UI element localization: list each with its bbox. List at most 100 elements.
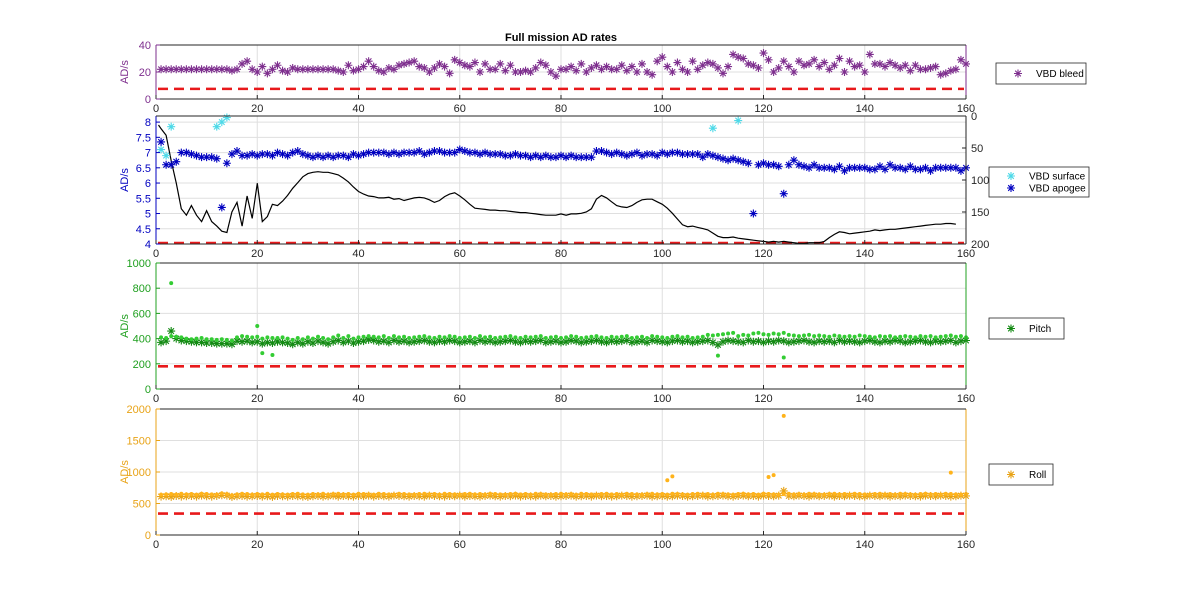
data-point xyxy=(157,338,166,347)
data-point xyxy=(796,334,801,339)
data-point xyxy=(157,145,166,154)
data-point xyxy=(840,166,849,175)
data-point xyxy=(384,338,393,347)
data-point xyxy=(668,492,677,501)
data-point xyxy=(255,324,260,328)
data-point xyxy=(425,148,434,157)
data-point xyxy=(655,334,660,339)
data-point xyxy=(192,65,201,74)
data-point xyxy=(303,337,312,346)
data-point xyxy=(751,331,756,336)
data-point xyxy=(270,492,275,497)
data-point xyxy=(948,492,953,497)
data-point xyxy=(407,492,412,497)
data-point xyxy=(341,492,346,497)
data-point xyxy=(715,332,720,337)
data-point xyxy=(204,492,209,497)
data-point xyxy=(612,492,621,501)
data-point xyxy=(420,492,429,501)
data-point xyxy=(567,62,576,71)
data-point xyxy=(665,492,670,497)
legend: Pitch xyxy=(988,317,1065,340)
data-point xyxy=(381,492,386,497)
data-point xyxy=(607,337,616,346)
data-point xyxy=(243,492,252,501)
data-point xyxy=(822,334,827,339)
data-point xyxy=(222,339,231,348)
data-point xyxy=(698,337,707,346)
data-point xyxy=(587,153,596,162)
data-point xyxy=(769,160,778,169)
data-point xyxy=(316,492,320,497)
x-tick-label: 60 xyxy=(454,393,466,405)
data-point xyxy=(243,57,252,66)
data-point xyxy=(467,334,472,339)
data-point xyxy=(316,334,320,339)
data-point xyxy=(395,61,403,70)
data-point xyxy=(557,65,565,74)
legend-label: VBD bleed xyxy=(1036,69,1084,80)
x-tick-label: 100 xyxy=(653,539,671,551)
data-point xyxy=(174,334,179,339)
data-point xyxy=(594,334,599,339)
data-point xyxy=(268,339,277,348)
data-point xyxy=(569,334,574,339)
data-point xyxy=(400,337,409,346)
data-point xyxy=(587,337,596,346)
right-y-tick-label: 100 xyxy=(971,175,989,187)
data-point xyxy=(781,492,786,497)
data-point xyxy=(921,163,930,172)
data-point xyxy=(812,334,817,339)
data-point xyxy=(936,337,945,346)
data-point xyxy=(619,334,624,339)
right-y-tick-label: 200 xyxy=(971,239,989,251)
panel-2: 0 20 40 60 80 100 120 140 16044.555.566.577.5805… xyxy=(119,111,1090,260)
data-point xyxy=(445,69,454,78)
data-point xyxy=(162,160,171,169)
data-point xyxy=(756,330,761,335)
data-point xyxy=(766,492,771,497)
data-point xyxy=(617,337,626,346)
data-point xyxy=(308,339,317,348)
data-point xyxy=(891,61,900,70)
data-point xyxy=(891,163,900,172)
data-point xyxy=(574,492,579,497)
data-point xyxy=(582,68,591,76)
data-point xyxy=(888,334,893,339)
data-point xyxy=(369,336,378,345)
data-point xyxy=(589,334,594,339)
data-point xyxy=(508,492,513,497)
data-point xyxy=(893,335,898,340)
data-point xyxy=(506,61,515,70)
legend-label: VBD surface xyxy=(1029,172,1086,183)
data-point xyxy=(506,336,515,345)
data-point xyxy=(217,339,226,348)
data-point xyxy=(629,335,634,340)
data-point xyxy=(447,492,452,497)
data-point xyxy=(412,492,417,497)
data-point xyxy=(212,122,221,131)
data-point xyxy=(300,492,305,497)
data-point xyxy=(789,68,798,76)
data-point xyxy=(624,491,629,496)
data-point xyxy=(553,334,558,339)
data-point xyxy=(359,62,368,71)
data-point xyxy=(794,337,803,346)
x-tick-label: 40 xyxy=(352,393,364,405)
data-point xyxy=(779,57,788,66)
data-point xyxy=(310,336,315,341)
data-point xyxy=(830,338,839,347)
x-tick-label: 60 xyxy=(454,248,466,260)
data-point xyxy=(916,492,925,501)
data-point xyxy=(584,335,589,340)
data-point xyxy=(911,165,920,174)
data-point xyxy=(710,492,715,497)
data-point xyxy=(688,150,697,159)
data-point xyxy=(830,165,839,174)
data-point xyxy=(293,147,302,156)
data-point xyxy=(675,334,680,339)
data-point xyxy=(263,492,272,501)
data-point xyxy=(182,337,191,346)
data-point xyxy=(521,66,530,75)
